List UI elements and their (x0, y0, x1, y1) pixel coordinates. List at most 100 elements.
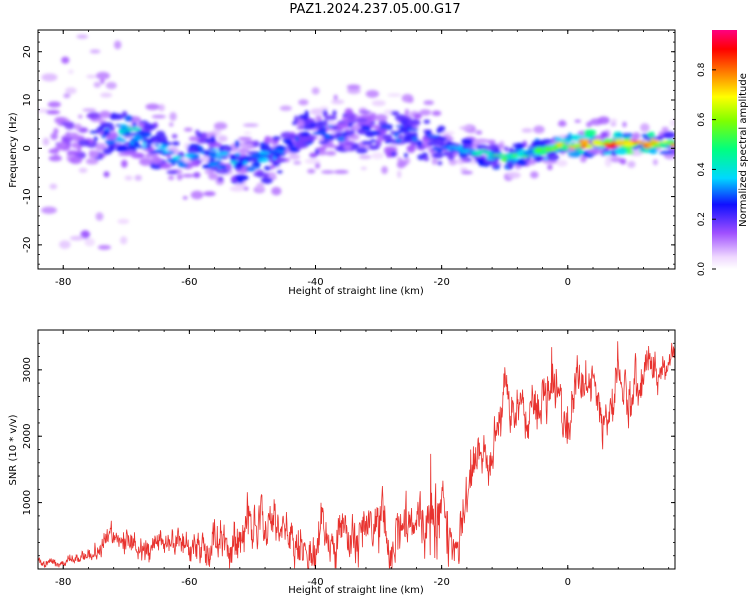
heatmap-cell (120, 131, 126, 136)
tick-label: 1000 (22, 490, 33, 515)
heatmap-cell (234, 140, 240, 149)
heatmap-cell (42, 137, 50, 146)
heatmap-cell (423, 156, 430, 162)
heatmap-cell (572, 143, 582, 149)
heatmap-cell (333, 94, 338, 101)
heatmap-cell (324, 115, 337, 121)
snr-y-axis: 1000 2000 3000 (22, 342, 675, 557)
heatmap-cell (105, 81, 117, 90)
heatmap-cell (203, 191, 216, 197)
heatmap-cell (99, 110, 111, 119)
heatmap-cell (120, 159, 128, 168)
heatmap-cell (261, 172, 269, 178)
heatmap-cell (219, 164, 228, 170)
heatmap-cell (360, 166, 367, 170)
heatmap-cell (355, 118, 369, 123)
heatmap-cell (547, 164, 553, 171)
heatmap-cell (558, 120, 567, 127)
heatmap-cell (47, 101, 61, 108)
heatmap-cell (208, 161, 219, 168)
heatmap-cell (221, 151, 229, 156)
heatmap-cell (100, 92, 113, 98)
heatmap-cell (337, 125, 350, 129)
chart-title: PAZ1.2024.237.05.00.G17 (289, 2, 461, 17)
heatmap-cell (303, 125, 315, 130)
heatmap-cell (257, 157, 270, 163)
heatmap-cell (271, 186, 282, 196)
heatmap-cell (395, 130, 403, 134)
tick-label: -80 (55, 277, 71, 288)
heatmap-cell (665, 140, 675, 144)
heatmap-cell (176, 174, 183, 181)
heatmap-cell (521, 128, 533, 133)
heatmap-cell (269, 150, 278, 156)
heatmap-cell (560, 145, 568, 149)
heatmap-cell (63, 93, 71, 99)
spectrogram-y-axis: -20 -10 0 10 20 (22, 32, 675, 265)
tick-label: -60 (181, 277, 197, 288)
heatmap-cell (370, 112, 377, 117)
heatmap-cell (238, 136, 253, 141)
heatmap-cell (114, 138, 127, 141)
heatmap-cell (461, 158, 470, 163)
heatmap-cell (517, 158, 526, 166)
heatmap-cell (300, 140, 309, 144)
heatmap-cell (260, 146, 266, 152)
heatmap-cell (97, 126, 105, 131)
heatmap-cell (315, 124, 326, 129)
heatmap-cell (323, 134, 332, 139)
heatmap-cell (61, 56, 70, 64)
heatmap-cell (316, 150, 328, 156)
heatmap-cell (145, 147, 155, 152)
heatmap-cell (669, 119, 675, 127)
heatmap-cell (605, 143, 616, 149)
tick-label: -10 (22, 188, 33, 204)
heatmap-cell (50, 132, 58, 141)
heatmap-cell (89, 49, 101, 54)
heatmap-cell (65, 132, 79, 138)
heatmap-cell (401, 93, 414, 103)
tick-label: -20 (22, 237, 33, 253)
heatmap-cell (102, 147, 113, 155)
heatmap-cell (95, 212, 104, 221)
heatmap-cell (514, 153, 525, 157)
heatmap-cell (371, 152, 384, 160)
heatmap-cell (485, 151, 492, 155)
heatmap-cell (397, 134, 404, 140)
heatmap-cell (461, 138, 473, 145)
heatmap-cell (381, 166, 388, 175)
heatmap-cell (69, 156, 83, 164)
heatmap-cell (145, 103, 160, 111)
heatmap-cell (557, 142, 562, 148)
heatmap-cell (615, 143, 627, 146)
heatmap-cell (387, 93, 402, 97)
heatmap-cell (600, 149, 611, 153)
heatmap-cell (640, 123, 650, 133)
heatmap-cell (507, 161, 514, 170)
heatmap-cell (610, 122, 617, 127)
heatmap-cell (256, 182, 265, 191)
heatmap-cell (604, 159, 612, 167)
heatmap-cell (101, 134, 107, 139)
heatmap-cell (355, 146, 368, 154)
heatmap-cell (250, 153, 263, 159)
heatmap-cell (583, 129, 597, 138)
heatmap-cell (407, 119, 421, 127)
heatmap-cell (59, 240, 71, 249)
heatmap-cell (541, 139, 553, 144)
heatmap-cell (235, 152, 241, 157)
heatmap-cell (120, 236, 128, 245)
heatmap-cell (558, 138, 573, 143)
heatmap-cell (132, 122, 137, 127)
heatmap-cell (365, 133, 375, 138)
heatmap-cell (168, 122, 174, 127)
tick-label: 10 (22, 94, 33, 107)
heatmap-cell (437, 149, 443, 153)
heatmap-cell (253, 172, 264, 177)
heatmap-cell (620, 160, 626, 165)
colorbar-tick-label: 0.0 (697, 262, 707, 277)
heatmap-cell (579, 155, 587, 163)
heatmap-cell (102, 16, 116, 22)
heatmap-cell (350, 144, 360, 149)
heatmap-cell (610, 118, 617, 124)
